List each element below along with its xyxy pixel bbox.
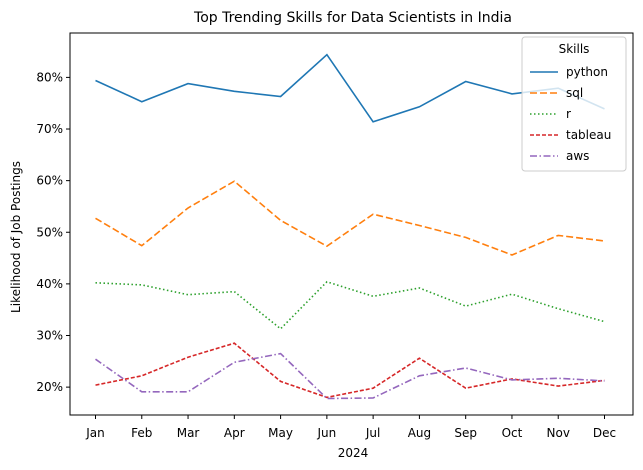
series-lines: [95, 53, 605, 400]
legend-title: Skills: [559, 42, 590, 56]
series-line-r: [95, 280, 605, 330]
y-axis-label: Likelihood of Job Postings: [9, 161, 23, 313]
series-line-aws: [95, 352, 605, 400]
x-tick-label: Mar: [177, 426, 200, 440]
y-tick-label: 20%: [36, 380, 63, 394]
x-tick-label: Feb: [131, 426, 152, 440]
y-axis: 20% 30% 40% 50% 60% 70% 80%: [36, 70, 70, 394]
y-tick-label: 30%: [36, 329, 63, 343]
x-axis-label: 2024: [338, 446, 369, 460]
x-axis: Jan Feb Mar Apr May Jun Jul Aug Sep Oct Nov Dec: [85, 415, 616, 440]
x-tick-label: Aug: [408, 426, 431, 440]
x-tick-label: Dec: [593, 426, 616, 440]
series-line-python: [95, 53, 605, 123]
chart-title: Top Trending Skills for Data Scientists …: [193, 10, 512, 26]
legend-label-sql: sql: [566, 86, 583, 100]
axes-frame: [69, 32, 634, 416]
x-tick-label: Apr: [224, 426, 245, 440]
x-tick-label: Nov: [547, 426, 570, 440]
legend-label-tableau: tableau: [566, 128, 611, 142]
y-tick-label: 70%: [36, 122, 63, 136]
series-line-tableau: [95, 342, 605, 399]
x-tick-label: Oct: [502, 426, 523, 440]
x-tick-label: May: [268, 426, 293, 440]
y-tick-label: 60%: [36, 174, 63, 188]
x-tick-label: Jul: [365, 426, 380, 440]
legend-label-r: r: [566, 107, 571, 121]
x-tick-label: Sep: [454, 426, 477, 440]
legend-box: [521, 36, 627, 172]
legend-label-aws: aws: [566, 149, 589, 163]
y-tick-label: 80%: [36, 70, 63, 84]
plot-area: [69, 32, 634, 416]
x-tick-label: Jun: [316, 426, 336, 440]
x-tick-label: Jan: [85, 426, 105, 440]
y-tick-label: 40%: [36, 277, 63, 291]
y-tick-label: 50%: [36, 225, 63, 239]
legend-label-python: python: [566, 65, 608, 79]
legend: Skills python sql r tableau aws: [521, 36, 627, 172]
series-line-sql: [95, 180, 605, 256]
